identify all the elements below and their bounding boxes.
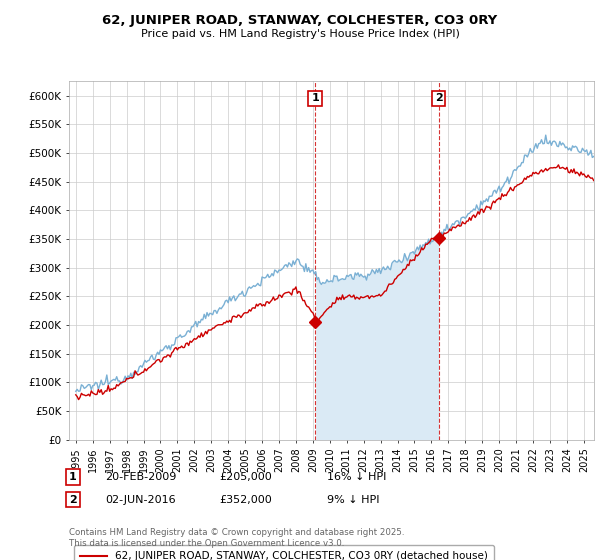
Text: 2: 2 xyxy=(69,494,77,505)
Legend: 62, JUNIPER ROAD, STANWAY, COLCHESTER, CO3 0RY (detached house), HPI: Average pr: 62, JUNIPER ROAD, STANWAY, COLCHESTER, C… xyxy=(74,545,494,560)
Text: 1: 1 xyxy=(69,472,77,482)
Text: £205,000: £205,000 xyxy=(219,472,272,482)
Text: 02-JUN-2016: 02-JUN-2016 xyxy=(105,494,176,505)
Text: 9% ↓ HPI: 9% ↓ HPI xyxy=(327,494,380,505)
Text: 16% ↓ HPI: 16% ↓ HPI xyxy=(327,472,386,482)
Text: 62, JUNIPER ROAD, STANWAY, COLCHESTER, CO3 0RY: 62, JUNIPER ROAD, STANWAY, COLCHESTER, C… xyxy=(103,14,497,27)
Text: 1: 1 xyxy=(311,94,319,104)
Text: 20-FEB-2009: 20-FEB-2009 xyxy=(105,472,176,482)
Text: £352,000: £352,000 xyxy=(219,494,272,505)
Text: Contains HM Land Registry data © Crown copyright and database right 2025.
This d: Contains HM Land Registry data © Crown c… xyxy=(69,528,404,548)
Text: 2: 2 xyxy=(434,94,442,104)
Text: Price paid vs. HM Land Registry's House Price Index (HPI): Price paid vs. HM Land Registry's House … xyxy=(140,29,460,39)
